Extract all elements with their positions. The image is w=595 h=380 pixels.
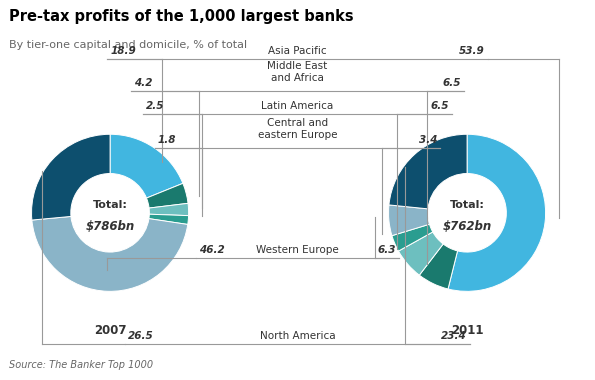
Wedge shape (32, 134, 110, 220)
Wedge shape (146, 183, 188, 208)
Wedge shape (389, 205, 430, 236)
Text: Source: The Banker Top 1000: Source: The Banker Top 1000 (9, 361, 153, 370)
Text: Latin America: Latin America (261, 101, 334, 111)
Wedge shape (392, 224, 433, 251)
Text: 2007: 2007 (94, 324, 126, 337)
Wedge shape (448, 134, 546, 291)
Text: 53.9: 53.9 (459, 46, 485, 56)
Text: By tier-one capital and domicile, % of total: By tier-one capital and domicile, % of t… (9, 40, 247, 50)
Text: Total:: Total: (93, 200, 127, 210)
Text: 2011: 2011 (451, 324, 483, 337)
Text: $786bn: $786bn (86, 220, 134, 233)
Text: 3.4: 3.4 (419, 135, 437, 145)
Wedge shape (399, 232, 443, 275)
Text: 26.5: 26.5 (128, 331, 154, 341)
Text: 46.2: 46.2 (199, 245, 225, 255)
Wedge shape (32, 217, 188, 291)
Text: Asia Pacific: Asia Pacific (268, 46, 327, 56)
Wedge shape (389, 134, 467, 209)
Wedge shape (419, 244, 458, 289)
Text: 6.3: 6.3 (377, 245, 396, 255)
Wedge shape (110, 134, 183, 198)
Text: Total:: Total: (450, 200, 484, 210)
Text: Middle East
and Africa: Middle East and Africa (267, 61, 328, 83)
Text: Central and
eastern Europe: Central and eastern Europe (258, 118, 337, 140)
Text: 6.5: 6.5 (443, 78, 461, 88)
Wedge shape (149, 203, 189, 215)
Text: 4.2: 4.2 (134, 78, 152, 88)
Text: Western Europe: Western Europe (256, 245, 339, 255)
Text: 2.5: 2.5 (146, 101, 164, 111)
Text: 6.5: 6.5 (431, 101, 449, 111)
Text: North America: North America (259, 331, 336, 341)
Text: $762bn: $762bn (443, 220, 491, 233)
Text: 23.4: 23.4 (441, 331, 467, 341)
Text: 18.9: 18.9 (110, 46, 136, 56)
Text: 1.8: 1.8 (158, 135, 176, 145)
Text: Pre-tax profits of the 1,000 largest banks: Pre-tax profits of the 1,000 largest ban… (9, 10, 353, 24)
Wedge shape (149, 214, 189, 225)
